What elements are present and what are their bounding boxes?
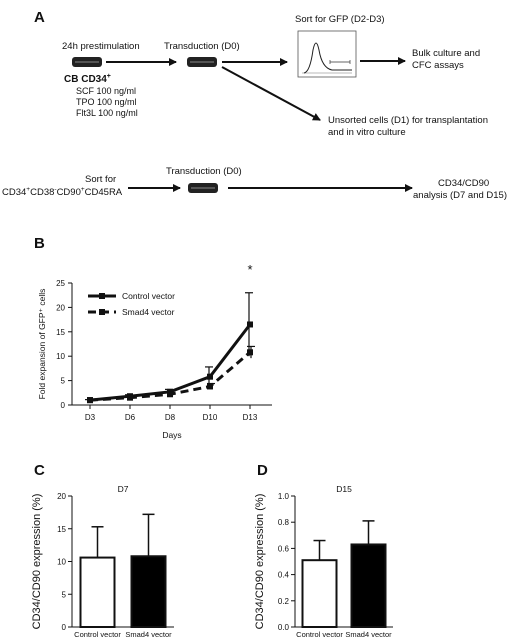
bar-control — [79, 556, 116, 629]
x-axis-label: Days — [162, 430, 181, 440]
dish-icon-transduction-2 — [188, 183, 218, 193]
dish-icon-transduction-1 — [187, 57, 217, 67]
panel-c-bar-chart: 0 5 10 15 20 D7 CD34/CD90 expression (%) Contro… — [31, 484, 174, 639]
y-axis-label: Fold expansion of GFP⁺ cells — [37, 289, 47, 400]
data-point — [87, 397, 93, 404]
legend-marker — [99, 293, 105, 299]
legend-label: Control vector — [122, 291, 175, 301]
y-tick-label: 0.8 — [278, 518, 290, 527]
x-tick-label: D6 — [125, 413, 136, 422]
legend-marker — [99, 309, 105, 315]
bar-smad4 — [130, 555, 167, 629]
data-point — [207, 373, 213, 380]
y-axis-label: CD34/CD90 expression (%) — [254, 494, 266, 630]
prestim-title: 24h prestimulation — [62, 41, 140, 52]
legend-label: Smad4 vector — [122, 307, 175, 317]
y-tick-label: 20 — [57, 492, 66, 501]
y-tick-label: 10 — [56, 352, 65, 361]
bulk-culture-line1: Bulk culture and — [412, 48, 480, 59]
sort-for-label: Sort for — [85, 174, 116, 185]
panel-c-letter: C — [34, 462, 45, 479]
y-tick-label: 15 — [56, 328, 65, 337]
chart-subtitle: D15 — [336, 484, 352, 494]
y-tick-label: 0.4 — [278, 571, 290, 580]
y-tick-label: 15 — [57, 525, 66, 534]
x-tick-label: Smad4 vector — [345, 630, 392, 639]
y-tick-label: 20 — [56, 303, 65, 312]
panel-d-letter: D — [257, 462, 268, 479]
series-line-control — [89, 323, 252, 402]
data-point — [247, 321, 253, 328]
y-tick-label: 25 — [56, 279, 65, 288]
chart-subtitle: D7 — [118, 484, 129, 494]
x-tick-label: D13 — [243, 413, 258, 422]
unsorted-line2: and in vitro culture — [328, 127, 406, 138]
arrow-transduction-to-unsorted — [221, 66, 321, 121]
y-tick-label: 0.6 — [278, 544, 290, 553]
y-tick-label: 0.0 — [278, 623, 290, 632]
y-tick-label: 5 — [61, 377, 66, 386]
flt3l-label: Flt3L 100 ng/ml — [76, 108, 138, 118]
significance-star: * — [247, 262, 252, 277]
unsorted-line1: Unsorted cells (D1) for transplantation — [328, 115, 488, 126]
cb-cd34-label: CB CD34+ — [64, 73, 111, 85]
y-tick-label: 0 — [62, 623, 67, 632]
data-point — [247, 349, 253, 356]
bar-smad4 — [350, 543, 387, 628]
tpo-label: TPO 100 ng/ml — [76, 97, 137, 107]
phenotype-label: CD34+CD38-CD90+CD45RA — [2, 186, 123, 198]
data-point — [207, 383, 213, 390]
y-tick-label: 1.0 — [278, 492, 290, 501]
y-tick-label: 0 — [61, 401, 66, 410]
panel-d-bar-chart: 0.0 0.2 0.4 0.6 0.8 1.0 D15 CD34/CD90 expressio… — [254, 484, 393, 639]
bulk-culture-line2: CFC assays — [412, 60, 464, 71]
y-tick-label: 5 — [62, 590, 67, 599]
x-tick-label: D3 — [85, 413, 96, 422]
data-point — [167, 391, 173, 398]
x-tick-label: D8 — [165, 413, 176, 422]
data-point — [127, 394, 133, 401]
y-axis-label: CD34/CD90 expression (%) — [31, 494, 43, 630]
sort-gfp-label: Sort for GFP (D2-D3) — [295, 14, 385, 25]
panel-b-letter: B — [34, 235, 45, 252]
flow-histogram-icon — [297, 30, 357, 78]
analysis-line1: CD34/CD90 — [438, 178, 489, 189]
x-tick-label: Smad4 vector — [125, 630, 172, 639]
y-tick-label: 10 — [57, 558, 66, 567]
transduction-label-2: Transduction (D0) — [166, 166, 242, 177]
transduction-label-1: Transduction (D0) — [164, 41, 240, 52]
panel-b-line-chart: 0 5 10 15 20 25 D3 D6 D8 D10 D13 Days Fold expansion… — [37, 262, 272, 440]
x-tick-label: Control vector — [296, 630, 343, 639]
scf-label: SCF 100 ng/ml — [76, 86, 136, 96]
x-tick-label: D10 — [203, 413, 218, 422]
dish-icon-prestim — [72, 57, 102, 67]
bar-control — [301, 559, 338, 628]
analysis-line2: analysis (D7 and D15) — [413, 190, 507, 201]
y-tick-label: 0.2 — [278, 597, 290, 606]
panel-a-letter: A — [34, 9, 45, 26]
x-tick-label: Control vector — [74, 630, 121, 639]
